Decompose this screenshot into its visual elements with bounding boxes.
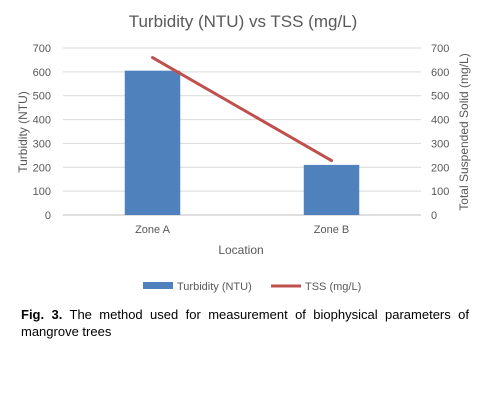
left-tick-label: 0 <box>45 210 51 222</box>
legend: Turbidity (NTU) TSS (mg/L) <box>143 281 361 293</box>
left-tick-label: 200 <box>33 162 51 174</box>
right-axis-ticks: 0 100 200 300 400 500 600 700 <box>431 43 449 222</box>
legend-label: TSS (mg/L) <box>305 281 361 293</box>
right-tick-label: 600 <box>431 67 449 79</box>
left-tick-label: 400 <box>33 115 51 127</box>
right-axis-label: Total Suspended Solid (mg/L) <box>457 53 471 210</box>
x-tick-label: Zone A <box>135 224 171 236</box>
chart-title: Turbidity (NTU) vs TSS (mg/L) <box>129 12 358 31</box>
left-axis-ticks: 0 100 200 300 400 500 600 700 <box>33 43 51 222</box>
right-tick-label: 300 <box>431 138 449 150</box>
left-tick-label: 500 <box>33 91 51 103</box>
right-tick-label: 100 <box>431 186 449 198</box>
left-tick-label: 100 <box>33 186 51 198</box>
chart-container: Turbidity (NTU) vs TSS (mg/L) 0 100 200 300… <box>16 12 471 293</box>
x-axis-label: Location <box>218 243 263 257</box>
x-axis-ticks: Zone A Zone B <box>135 224 349 236</box>
bar-turbidity-1 <box>303 164 360 215</box>
left-tick-label: 700 <box>33 43 51 55</box>
caption-label: Fig. 3. <box>21 307 63 322</box>
right-tick-label: 700 <box>431 43 449 55</box>
left-axis-label: Turbidity (NTU) <box>16 91 30 173</box>
right-tick-label: 200 <box>431 162 449 174</box>
bar-series <box>124 70 360 216</box>
right-tick-label: 400 <box>431 115 449 127</box>
legend-label: Turbidity (NTU) <box>177 281 252 293</box>
tss-line <box>151 56 333 163</box>
gridlines <box>63 47 421 216</box>
right-tick-label: 500 <box>431 91 449 103</box>
right-tick-label: 0 <box>431 210 437 222</box>
legend-swatch-bar <box>143 282 173 289</box>
figure-caption: Fig. 3. The method used for measurement … <box>21 306 469 340</box>
left-tick-label: 300 <box>33 138 51 150</box>
left-tick-label: 600 <box>33 67 51 79</box>
line-series <box>151 56 333 163</box>
x-tick-label: Zone B <box>314 224 349 236</box>
combo-chart: Turbidity (NTU) vs TSS (mg/L) 0 100 200 300… <box>16 12 471 293</box>
bar-turbidity-0 <box>124 70 181 216</box>
caption-text: The method used for measurement of bioph… <box>21 307 469 339</box>
